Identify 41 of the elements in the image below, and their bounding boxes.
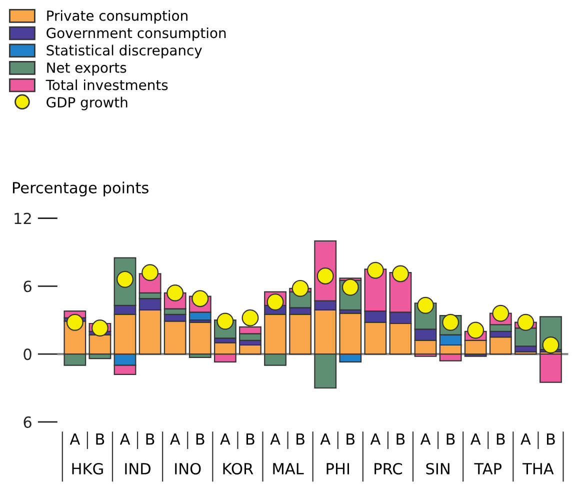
legend-label: Statistical discrepancy — [46, 44, 202, 58]
legend-label: Total investments — [46, 79, 168, 90]
x-tick-label: A — [270, 434, 280, 445]
text: THA — [522, 463, 554, 474]
y-axis-title: Percentage points — [12, 182, 148, 196]
text: TAP — [474, 463, 502, 474]
x-tick-label: A — [320, 434, 330, 445]
x-tick-label: B — [296, 434, 304, 445]
legend-label: GDP growth — [46, 96, 128, 110]
y-tick-label: 6 — [24, 280, 32, 292]
x-tick-label: A — [220, 434, 230, 445]
text: KOR — [223, 462, 254, 475]
text: INO — [175, 462, 201, 475]
legend-label: Government consumption — [46, 27, 226, 41]
x-tick-label: B — [546, 434, 555, 445]
x-tick-label: B — [196, 434, 204, 445]
text: MAL — [273, 463, 304, 474]
x-tick-label: A — [70, 434, 80, 445]
x-tick-label: B — [396, 434, 405, 445]
x-tick-label: B — [346, 434, 355, 445]
legend-label: Private consumption — [47, 10, 188, 24]
text: PHI — [326, 463, 349, 474]
text: IND — [125, 463, 150, 474]
x-tick-label: A — [370, 434, 381, 445]
text: SIN — [426, 462, 450, 475]
x-tick-label: A — [170, 434, 180, 445]
x-tick-label: B — [496, 434, 505, 445]
y-tick-label: 6 — [24, 416, 32, 428]
y-tick-label: 0 — [24, 348, 32, 360]
x-tick-label: B — [246, 434, 254, 445]
x-tick-label: B — [446, 434, 455, 445]
legend-label: Net exports — [47, 62, 126, 76]
x-tick-label: B — [146, 434, 154, 445]
x-tick-label: A — [520, 434, 531, 445]
x-tick-label: A — [120, 434, 130, 445]
x-tick-label: A — [420, 434, 431, 445]
x-tick-label: B — [96, 434, 104, 445]
x-tick-label: A — [470, 434, 481, 445]
text: HKG — [72, 462, 103, 475]
text: PRC — [374, 462, 402, 475]
y-tick-label: 12 — [14, 212, 31, 224]
